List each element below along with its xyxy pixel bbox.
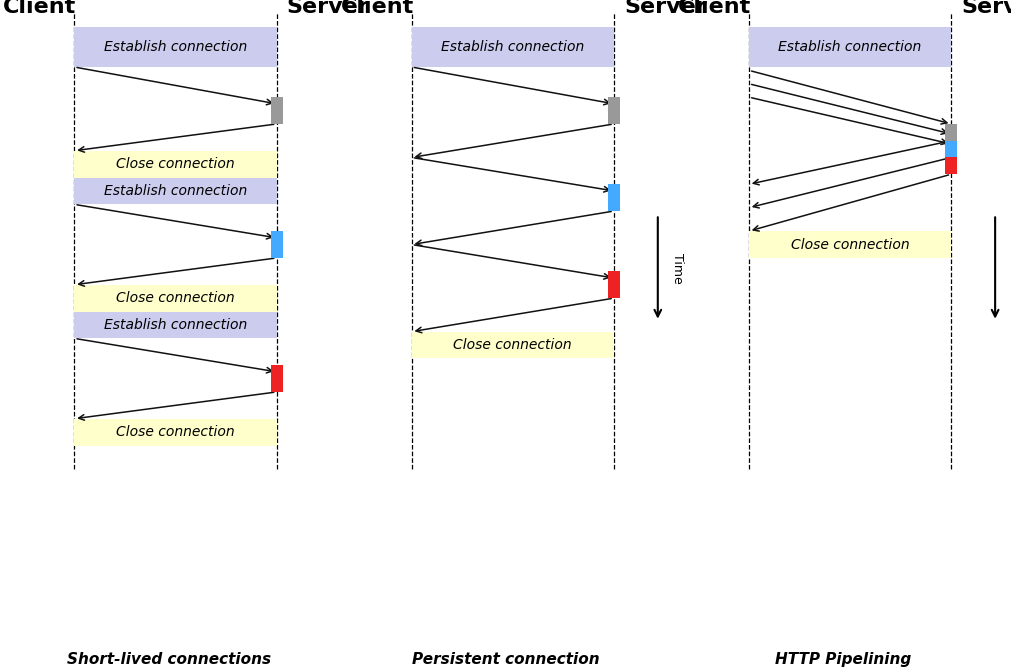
- Text: Close connection: Close connection: [116, 157, 235, 171]
- Bar: [411, 27, 614, 67]
- Text: Close connection: Close connection: [453, 338, 571, 352]
- Text: Close connection: Close connection: [790, 238, 909, 251]
- Text: Client: Client: [3, 0, 77, 17]
- Bar: [608, 184, 619, 211]
- Bar: [748, 231, 950, 258]
- Bar: [944, 141, 956, 157]
- Text: Short-lived connections: Short-lived connections: [67, 652, 271, 667]
- Text: Establish connection: Establish connection: [104, 184, 247, 198]
- Bar: [74, 285, 276, 312]
- Text: Time: Time: [1008, 253, 1011, 283]
- Bar: [74, 178, 276, 204]
- Text: Establish connection: Establish connection: [777, 40, 921, 54]
- Bar: [270, 97, 282, 124]
- Text: Server: Server: [960, 0, 1011, 17]
- Bar: [944, 157, 956, 174]
- Text: Time: Time: [670, 253, 683, 283]
- Text: Server: Server: [624, 0, 706, 17]
- Bar: [944, 124, 956, 141]
- Bar: [608, 97, 619, 124]
- Text: Server: Server: [286, 0, 369, 17]
- Text: Persistent connection: Persistent connection: [411, 652, 600, 667]
- Bar: [270, 365, 282, 392]
- Text: Establish connection: Establish connection: [104, 40, 247, 54]
- Text: Establish connection: Establish connection: [104, 318, 247, 332]
- Bar: [608, 271, 619, 298]
- Bar: [411, 332, 614, 358]
- Text: Establish connection: Establish connection: [441, 40, 583, 54]
- Bar: [74, 419, 276, 446]
- Text: Client: Client: [677, 0, 750, 17]
- Text: Close connection: Close connection: [116, 291, 235, 305]
- Bar: [74, 27, 276, 67]
- Bar: [270, 231, 282, 258]
- Text: Close connection: Close connection: [116, 425, 235, 439]
- Bar: [74, 151, 276, 178]
- Bar: [748, 27, 950, 67]
- Text: Client: Client: [341, 0, 413, 17]
- Text: HTTP Pipelining: HTTP Pipelining: [774, 652, 911, 667]
- Bar: [74, 312, 276, 338]
